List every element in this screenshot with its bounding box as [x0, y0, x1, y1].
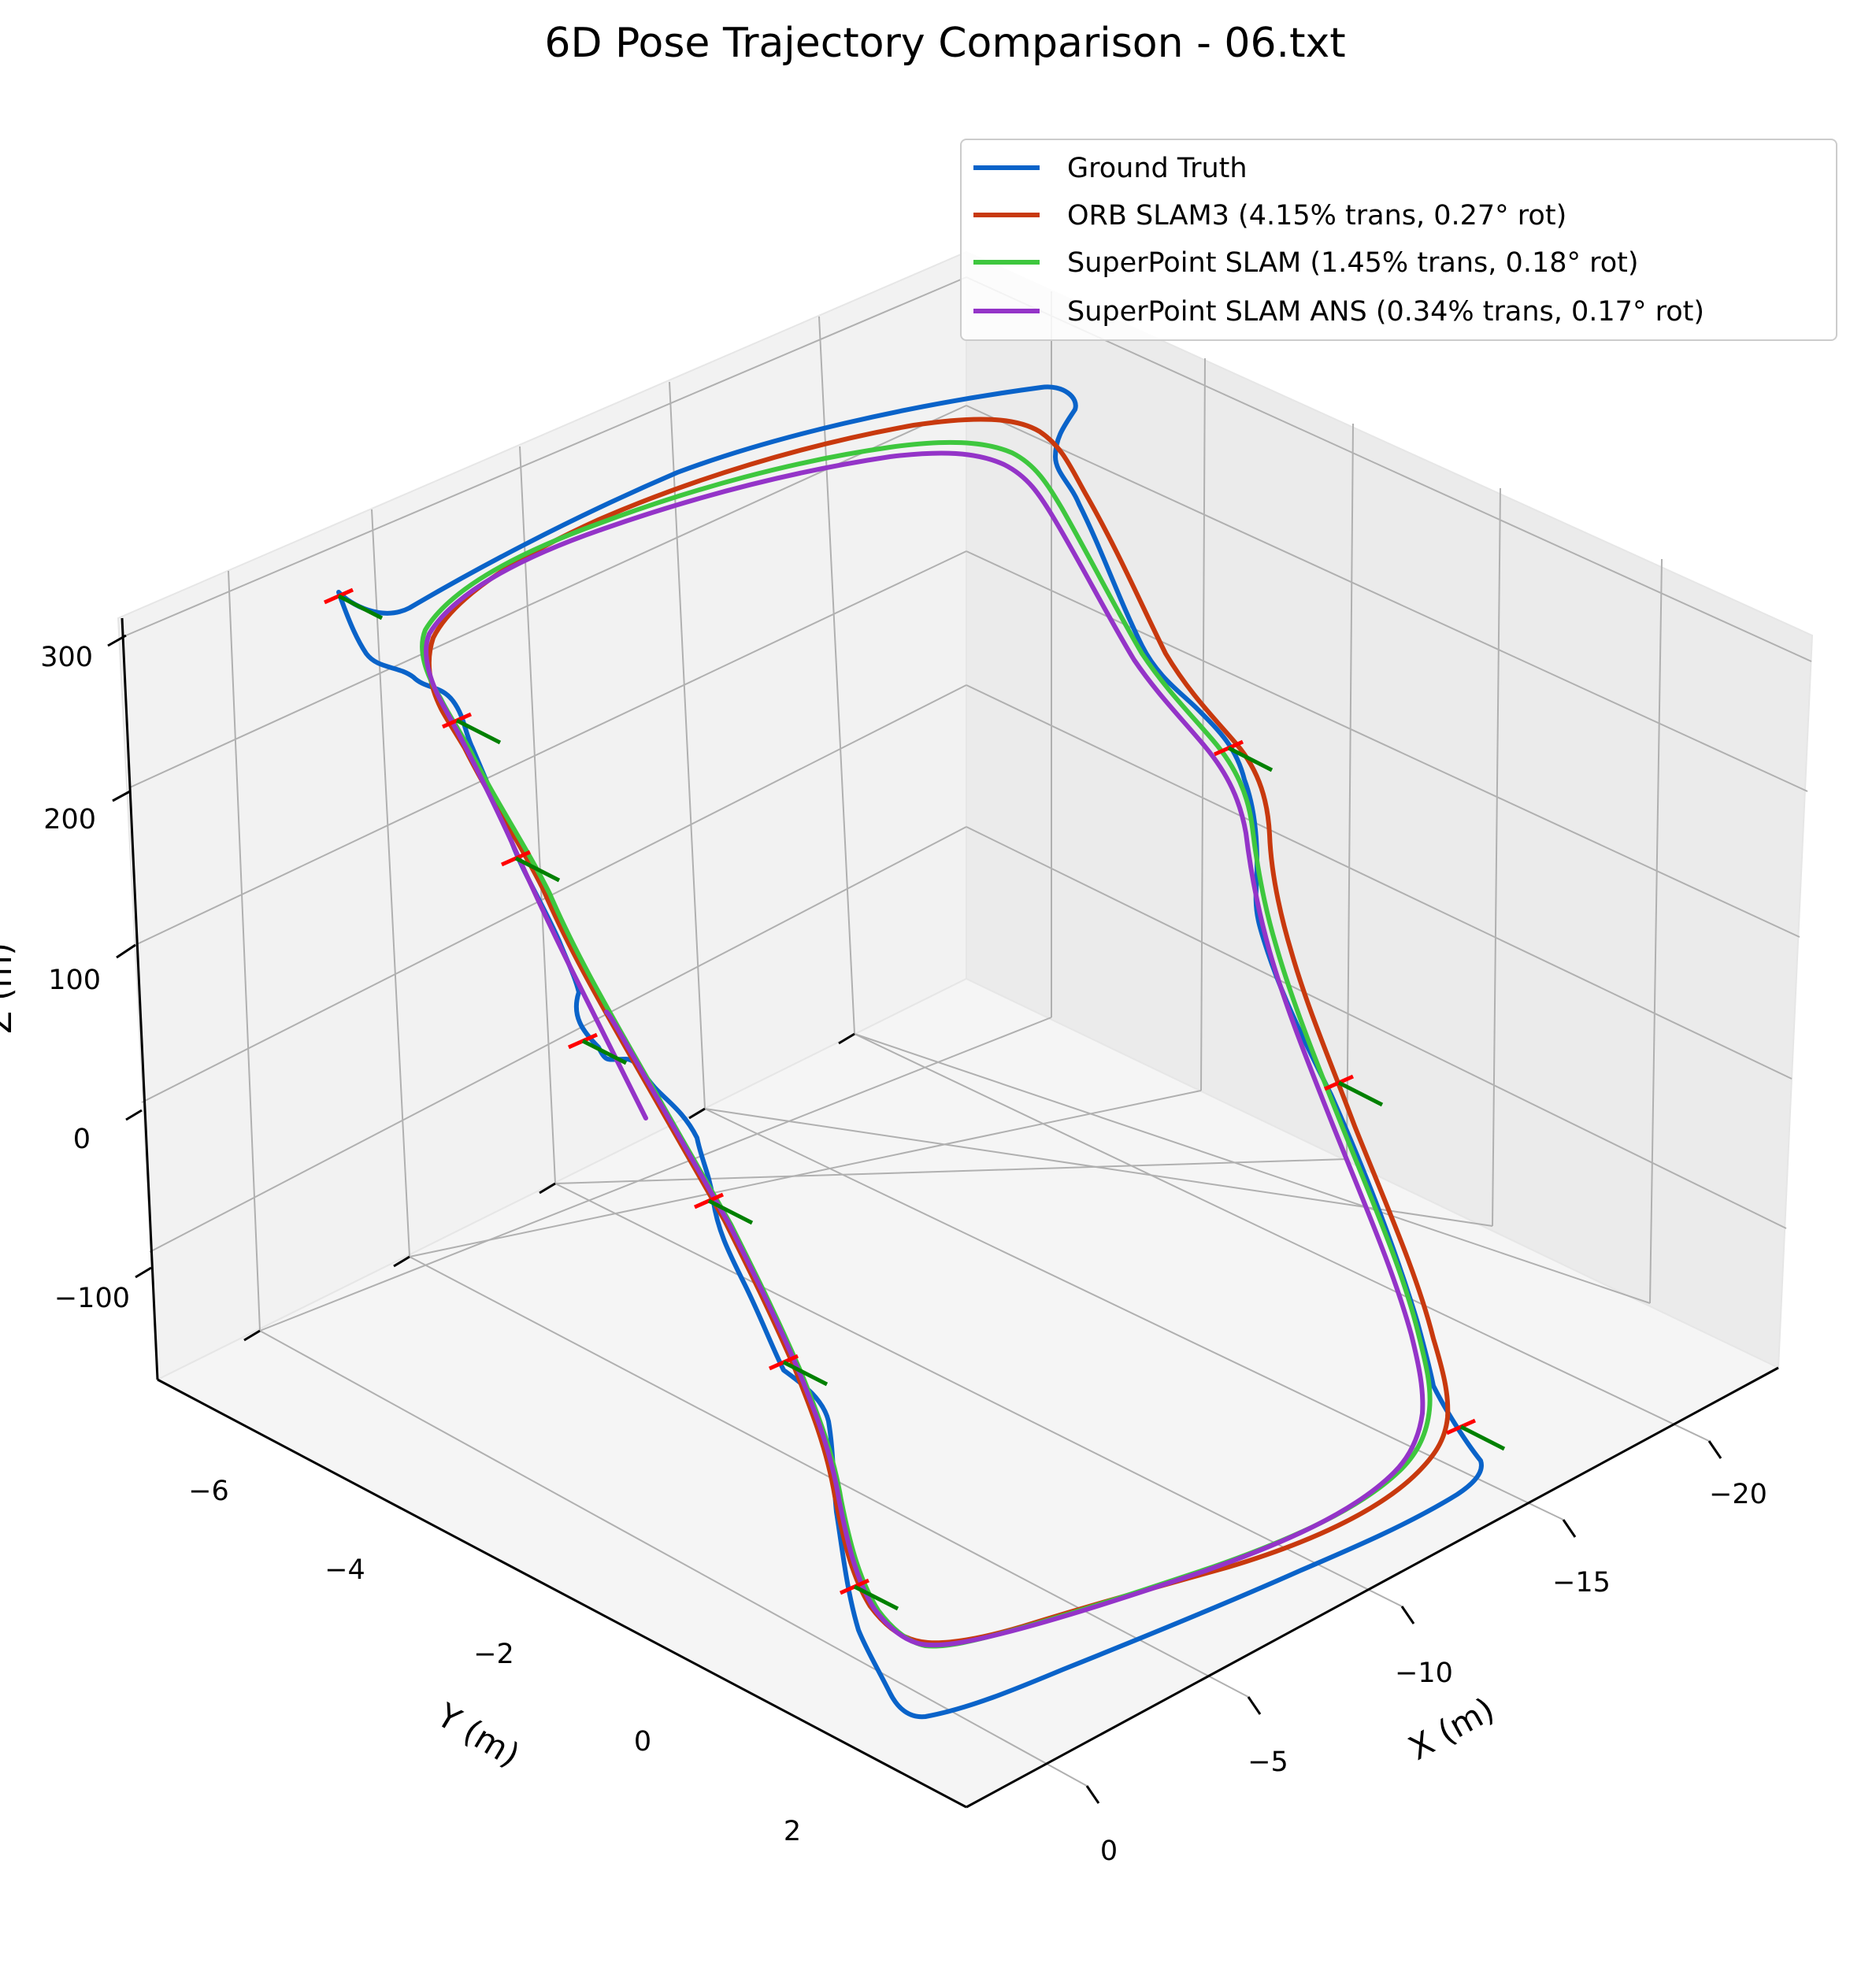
- pose-green-axis-8: [1337, 1080, 1384, 1107]
- grid-right-vertical-3: [1492, 487, 1501, 1227]
- x-tick-mark-2: [1400, 1606, 1415, 1624]
- z-tick-200: 200: [43, 804, 96, 835]
- grid-left-horizontal-2: [135, 550, 967, 946]
- z-tick-100: 100: [48, 965, 101, 996]
- z-tick-mark-1: [112, 790, 131, 802]
- legend: Ground Truth ORB SLAM3 (4.15% trans, 0.2…: [960, 139, 1837, 341]
- z-tick-mark-0: [107, 634, 127, 647]
- grid-right-horizontal-0: [966, 276, 1812, 662]
- z-axis-label: Z (m): [0, 943, 19, 1034]
- y-tick-mark-1: [393, 1255, 410, 1268]
- z-tick-mark-3: [125, 1109, 143, 1121]
- pose-green-axis-3: [581, 1039, 628, 1065]
- x-tick-0: 0: [1100, 1835, 1118, 1867]
- grid-left-vertical-0: [228, 570, 261, 1332]
- superpoint-slam-ans-line: [424, 450, 1426, 1648]
- ground-truth-line: [336, 384, 1484, 1720]
- chart-title: 6D Pose Trajectory Comparison - 06.txt: [544, 20, 1345, 67]
- pose-green-axis-4: [707, 1198, 754, 1225]
- pose-green-axis-2: [514, 856, 561, 883]
- grid-left-vertical-2: [519, 446, 556, 1184]
- y-tick-0: 0: [634, 1726, 651, 1758]
- grid-right-horizontal-4: [966, 826, 1787, 1229]
- grid-floor-b-2: [554, 1183, 1403, 1607]
- grid-lines: [125, 276, 1812, 1787]
- grid-left-horizontal-4: [149, 826, 967, 1253]
- y-tick-mark-4: [838, 1032, 855, 1045]
- y-axis-line: [157, 1378, 967, 1809]
- legend-label-superpoint-slam: SuperPoint SLAM (1.45% trans, 0.18° rot): [1067, 247, 1639, 279]
- grid-right-horizontal-1: [966, 405, 1808, 792]
- y-tick-minus6: −6: [188, 1476, 229, 1507]
- grid-left-vertical-4: [818, 316, 855, 1035]
- pose-orientation-axes: [323, 587, 1506, 1611]
- x-axis-line: [966, 1366, 1779, 1809]
- x-tick-minus20: −20: [1709, 1479, 1767, 1510]
- series-lines: [336, 384, 1484, 1720]
- pose-green-axis-1: [455, 718, 502, 745]
- grid-right-vertical-4: [1649, 558, 1663, 1304]
- pose-green-axis-6: [853, 1584, 899, 1611]
- grid-right-vertical-2: [1346, 423, 1354, 1160]
- legend-box: [960, 139, 1837, 341]
- x-tick-mark-0: [1085, 1785, 1100, 1804]
- z-tick-minus100: −100: [54, 1283, 130, 1314]
- grid-floor-b-4: [854, 1033, 1710, 1442]
- x-tick-mark-3: [1562, 1519, 1577, 1538]
- grid-floor-a-0: [259, 1017, 1052, 1332]
- x-tick-minus5: −5: [1248, 1747, 1288, 1778]
- x-axis-label: X (m): [1402, 1690, 1500, 1768]
- tick-labels: 300 200 100 0 −100 −6 −4 −2 0 2 0 −5 −10…: [40, 642, 1767, 1867]
- grid-right-horizontal-3: [966, 684, 1793, 1080]
- z-axis-line: [120, 617, 159, 1380]
- axes: [107, 617, 1779, 1809]
- legend-label-ground-truth: Ground Truth: [1067, 153, 1248, 184]
- z-tick-300: 300: [40, 642, 93, 673]
- pose-green-axis-9: [1459, 1424, 1506, 1451]
- grid-right-vertical-1: [1200, 357, 1206, 1091]
- y-tick-minus2: −2: [473, 1639, 514, 1670]
- x-tick-minus10: −10: [1395, 1658, 1453, 1689]
- legend-label-superpoint-slam-ans: SuperPoint SLAM ANS (0.34% trans, 0.17° …: [1067, 296, 1704, 328]
- grid-left-horizontal-3: [141, 684, 967, 1103]
- x-tick-mark-4: [1707, 1440, 1722, 1459]
- y-tick-mark-3: [688, 1107, 706, 1120]
- grid-floor-b-3: [704, 1108, 1564, 1521]
- grid-right-horizontal-2: [966, 550, 1800, 938]
- x-tick-mark-1: [1247, 1696, 1262, 1715]
- z-tick-0: 0: [73, 1124, 91, 1155]
- z-tick-mark-2: [116, 943, 136, 959]
- grid-left-horizontal-0: [125, 276, 967, 636]
- grid-floor-a-1: [409, 1090, 1202, 1258]
- grid-floor-a-4: [854, 1033, 1651, 1304]
- pose-green-axis-7: [1227, 746, 1274, 772]
- y-axis-label: Y (m): [430, 1695, 527, 1775]
- grid-left-vertical-1: [371, 509, 410, 1258]
- y-tick-2: 2: [784, 1816, 801, 1847]
- x-tick-minus15: −15: [1552, 1567, 1611, 1598]
- grid-floor-a-3: [704, 1108, 1493, 1227]
- y-tick-mark-0: [243, 1329, 261, 1342]
- pose-green-axis-0: [337, 594, 384, 620]
- y-tick-mark-2: [539, 1182, 556, 1195]
- grid-floor-a-2: [554, 1158, 1348, 1184]
- y-tick-minus4: −4: [324, 1554, 365, 1586]
- pose-green-axis-5: [782, 1360, 829, 1387]
- legend-label-orb-slam3: ORB SLAM3 (4.15% trans, 0.27° rot): [1067, 200, 1566, 232]
- z-tick-mark-4: [135, 1266, 152, 1279]
